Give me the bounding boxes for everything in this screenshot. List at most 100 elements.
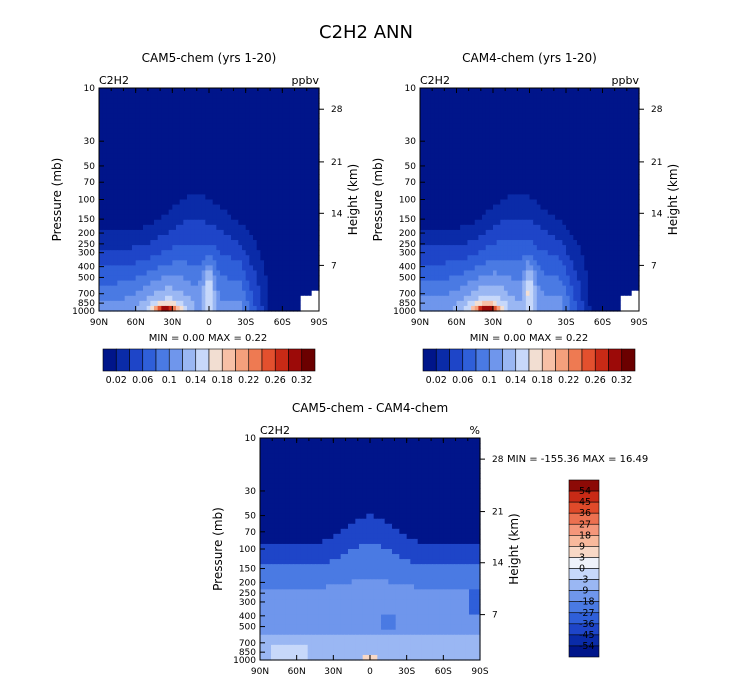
contour-cell [631,184,636,190]
contour-cell [121,128,126,135]
contour-cell [507,164,512,170]
contour-cell [525,229,531,236]
contour-cell [609,123,615,130]
contour-cell [445,250,450,256]
contour-cell [234,138,239,145]
contour-cell [198,133,203,140]
contour-cell [544,265,549,272]
contour-cell [154,199,159,206]
contour-cell [558,209,563,216]
contour-cell [275,194,280,201]
contour-cell [245,138,250,145]
contour-cell [245,224,250,231]
contour-cell [507,199,512,206]
contour-cell [525,270,531,277]
colorbar-label: 0.18 [212,375,233,386]
contour-cell [460,189,465,196]
contour-cell [308,265,313,272]
contour-cell [150,270,155,277]
contour-cell [300,199,305,206]
contour-cell [256,103,261,109]
contour-cell [194,300,199,307]
contour-cell [518,265,523,272]
contour-cell [569,133,574,140]
contour-cell [591,184,596,190]
contour-cell [183,250,188,256]
contour-cell [536,255,542,261]
contour-cell [584,214,589,221]
contour-cell [187,113,192,120]
contour-cell [124,174,129,180]
contour-cell [573,88,578,94]
contour-cell [260,260,265,266]
contour-cell [264,255,269,261]
contour-cell [628,153,633,160]
contour-cell [562,148,567,155]
contour-cell [278,123,283,130]
contour-cell [154,143,159,150]
contour-cell [198,118,203,125]
contour-cell [500,113,505,120]
contour-cell [102,153,107,160]
contour-cell [533,240,538,246]
contour-cell [613,194,618,201]
contour-cell [420,199,425,206]
contour-cell [460,199,465,206]
contour-cell [157,123,162,130]
contour-cell [106,133,111,140]
contour-cell [620,214,625,221]
contour-cell [631,143,636,150]
contour-cell [143,184,148,190]
contour-cell [482,138,487,145]
contour-cell [493,224,498,231]
contour-cell [297,300,302,307]
contour-cell [264,184,269,190]
contour-cell [143,148,148,155]
colorbar-swatch [208,348,223,372]
contour-cell [609,103,615,109]
contour-cell [150,113,155,120]
contour-cell [485,143,490,150]
contour-cell [624,240,629,246]
contour-cell [110,138,115,145]
contour-cell [190,179,195,185]
contour-cell [478,260,483,266]
contour-cell [242,108,247,114]
contour-cell [289,214,294,221]
contour-cell [245,179,250,185]
contour-cell [631,189,636,196]
contour-cell [161,214,166,221]
contour-cell [536,234,542,241]
contour-cell [507,240,512,246]
contour-cell [584,179,589,185]
contour-cell [220,128,225,135]
contour-cell [584,164,589,170]
contour-cell [427,174,432,180]
contour-cell [518,123,523,130]
contour-cell [551,143,556,150]
contour-cell [165,133,170,140]
contour-cell [132,194,137,201]
contour-cell [584,234,589,241]
contour-cell [522,158,527,165]
contour-cell [245,285,250,292]
contour-cell [427,164,432,170]
contour-cell [190,148,195,155]
contour-cell [503,138,509,145]
contour-cell [485,174,490,180]
contour-cell [161,189,166,196]
contour-cell [584,93,589,99]
units-label: ppbv [292,74,320,87]
contour-cell [161,194,166,201]
contour-cell [606,229,611,236]
contour-cell [190,88,195,94]
contour-cell [242,128,247,135]
contour-cell [102,285,107,292]
contour-cell [165,108,170,114]
contour-cell [420,260,425,266]
contour-cell [253,118,258,125]
contour-cell [187,169,192,175]
contour-cell [150,133,155,140]
contour-cell [260,295,265,302]
contour-cell [282,88,287,94]
